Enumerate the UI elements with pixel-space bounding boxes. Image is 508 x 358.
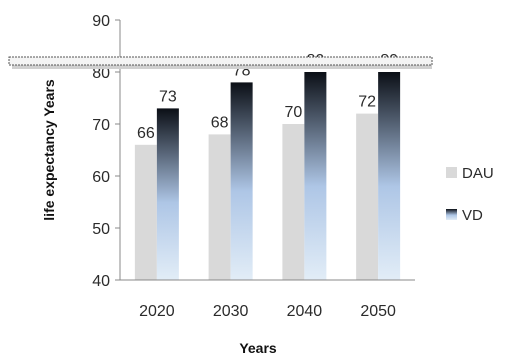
data-label-dau-2030: 68 [211,114,229,131]
y-tick-label: 40 [92,273,110,290]
y-tick-label: 90 [92,13,110,30]
y-tick-label: 70 [92,117,110,134]
x-tick-label: 2050 [360,303,396,320]
bar-dau-2020 [134,144,157,280]
legend-label-vd: VD [462,207,483,224]
x-tick-label: 2020 [139,303,175,320]
y-tick-label: 50 [92,221,110,238]
legend-swatch-dau [446,167,457,178]
x-ticks-group: 2020 2030 2040 2050 [139,303,396,320]
bar-vd-2040 [304,72,327,280]
data-label-dau-2040: 70 [284,104,302,121]
legend: DAU VD [446,165,494,224]
x-tick-label: 2030 [213,303,249,320]
highlight-bar-outline [8,56,433,66]
bar-vd-2020 [156,108,179,281]
data-label-dau-2020: 66 [137,125,155,142]
bar-vd-2030 [230,82,253,281]
x-axis-title: Years [239,340,277,356]
bars-group [134,72,401,281]
y-axis-title: life expectancy Years [41,79,57,221]
highlight-bar [8,56,433,69]
y-tick-label: 80 [92,65,110,82]
legend-swatch-vd [446,209,457,220]
data-label-dau-2050: 72 [358,94,376,111]
bar-dau-2050 [356,113,379,280]
y-ticks-group: 40 50 60 70 80 90 [92,13,120,290]
x-tick-label: 2040 [287,303,323,320]
bar-dau-2040 [282,124,305,280]
legend-label-dau: DAU [462,165,494,182]
bar-dau-2030 [208,134,231,280]
bar-vd-2050 [378,72,401,280]
data-label-vd-2020: 73 [159,88,177,105]
y-tick-label: 60 [92,169,110,186]
